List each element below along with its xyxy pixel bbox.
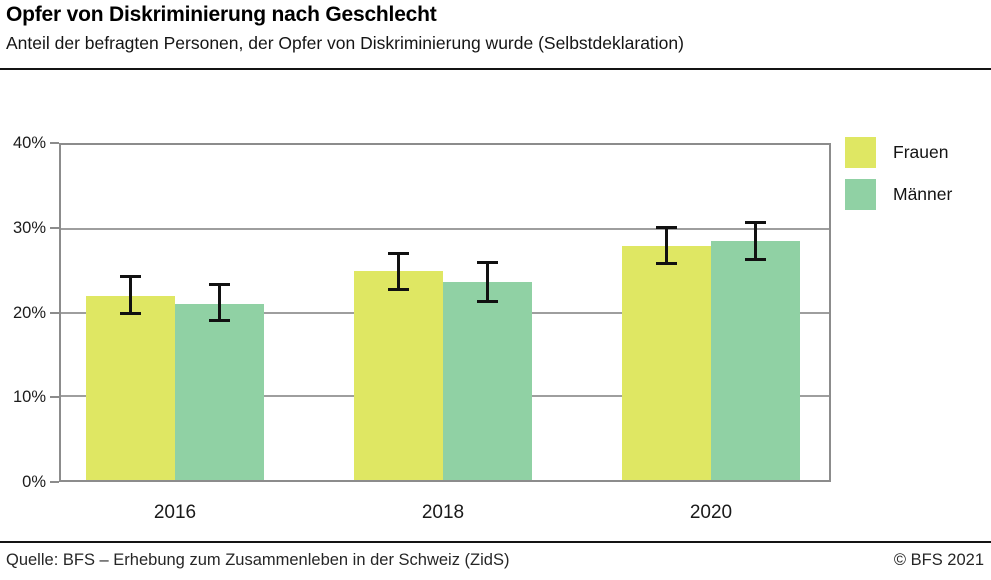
bar-maenner-2018 — [443, 281, 532, 480]
error-bar-cap-top — [745, 220, 766, 224]
error-bar-cap-bottom — [656, 262, 677, 266]
error-bar-line — [129, 276, 132, 314]
legend-swatch-maenner — [845, 179, 876, 210]
footer: Quelle: BFS – Erhebung zum Zusammenleben… — [6, 551, 984, 570]
y-axis-label: 30% — [12, 218, 46, 237]
bar-slot — [711, 145, 800, 480]
legend-swatch-frauen — [845, 137, 876, 168]
error-bar-line — [754, 222, 757, 260]
bar-slot — [354, 145, 443, 480]
legend-label: Männer — [893, 184, 953, 204]
plot-area — [59, 143, 831, 482]
y-axis-label: 40% — [12, 134, 46, 152]
gridline — [61, 227, 829, 230]
page-title: Opfer von Diskriminierung nach Geschlech… — [6, 3, 437, 26]
y-axis-label: 0% — [22, 473, 46, 491]
error-bar-cap-top — [388, 251, 409, 255]
error-bar-line — [486, 262, 489, 302]
legend-label: Frauen — [893, 142, 949, 162]
error-bar-line — [218, 284, 221, 321]
legend: Frauen Männer — [845, 137, 952, 221]
bar-group-2020 — [622, 145, 800, 480]
bar-maenner-2016 — [175, 304, 264, 480]
x-axis-label-2020: 2020 — [689, 502, 733, 523]
x-axis-label-2018: 2018 — [421, 502, 465, 523]
bar-slot — [86, 145, 175, 480]
bars-container — [61, 145, 829, 480]
error-bar-line — [665, 227, 668, 264]
bar-frauen-2020 — [622, 245, 711, 480]
error-bar-cap-top — [656, 225, 677, 229]
error-bar-cap-top — [477, 260, 498, 264]
y-axis-tick — [50, 396, 59, 399]
bar-slot — [622, 145, 711, 480]
error-bar-line — [397, 253, 400, 290]
bar-frauen-2016 — [86, 295, 175, 480]
y-axis-tick — [50, 142, 59, 144]
y-axis-tick — [50, 311, 59, 314]
error-bar-cap-bottom — [388, 288, 409, 292]
bar-group-2018 — [354, 145, 532, 480]
footer-divider — [0, 541, 991, 543]
y-axis-label: 10% — [12, 388, 46, 407]
x-axis-label-2016: 2016 — [153, 502, 197, 523]
y-axis-label: 20% — [12, 303, 46, 322]
bar-maenner-2020 — [711, 241, 800, 480]
bar-frauen-2018 — [354, 270, 443, 480]
x-axis-labels: 2016 2018 2020 — [59, 502, 831, 524]
error-bar-cap-bottom — [209, 319, 230, 323]
error-bar-cap-top — [209, 282, 230, 286]
legend-item-maenner: Männer — [845, 179, 952, 210]
source-text: Quelle: BFS – Erhebung zum Zusammenleben… — [6, 551, 510, 569]
error-bar-cap-bottom — [120, 311, 141, 315]
header-divider — [0, 68, 991, 70]
bar-slot — [443, 145, 532, 480]
page-subtitle: Anteil der befragten Personen, der Opfer… — [6, 33, 684, 53]
y-axis-tick — [50, 481, 59, 483]
y-axis: 40% 30% 20% 10% 0% — [0, 134, 59, 491]
y-axis-tick — [50, 226, 59, 229]
bar-group-2016 — [86, 145, 264, 480]
legend-item-frauen: Frauen — [845, 137, 952, 168]
error-bar-cap-bottom — [745, 258, 766, 262]
copyright-text: © BFS 2021 — [893, 551, 984, 569]
error-bar-cap-top — [120, 274, 141, 278]
error-bar-cap-bottom — [477, 300, 498, 304]
bar-slot — [175, 145, 264, 480]
